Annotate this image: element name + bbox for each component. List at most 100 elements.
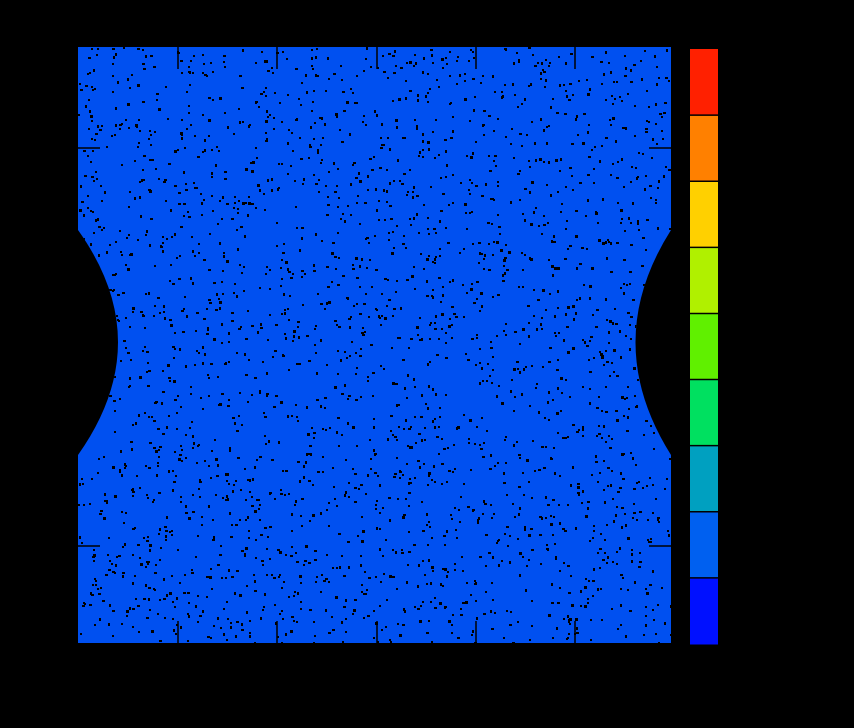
- defect-pixel: [555, 556, 557, 558]
- defect-pixel: [185, 434, 187, 436]
- defect-pixel: [546, 544, 548, 546]
- defect-pixel: [348, 566, 350, 569]
- defect-pixel: [567, 637, 569, 639]
- defect-pixel: [139, 130, 141, 132]
- defect-pixel: [81, 478, 83, 480]
- defect-pixel: [337, 284, 340, 286]
- defect-pixel: [562, 437, 565, 439]
- defect-pixel: [406, 581, 408, 584]
- defect-pixel: [347, 541, 350, 543]
- defect-pixel: [569, 396, 571, 398]
- defect-pixel: [293, 330, 296, 333]
- defect-pixel: [306, 91, 308, 94]
- defect-pixel: [140, 563, 143, 566]
- defect-pixel: [271, 67, 273, 69]
- defect-pixel: [476, 337, 478, 339]
- defect-pixel: [585, 515, 588, 518]
- defect-pixel: [441, 483, 443, 485]
- defect-pixel: [630, 69, 632, 72]
- defect-pixel: [416, 213, 418, 216]
- defect-pixel: [607, 239, 609, 241]
- defect-pixel: [406, 397, 408, 399]
- defect-pixel: [248, 537, 250, 539]
- defect-pixel: [645, 131, 648, 133]
- defect-pixel: [434, 262, 436, 264]
- defect-pixel: [645, 128, 648, 130]
- defect-pixel: [134, 527, 136, 529]
- defect-pixel: [81, 542, 83, 544]
- defect-pixel: [514, 94, 516, 96]
- defect-pixel: [153, 66, 156, 68]
- defect-pixel: [521, 145, 523, 147]
- defect-pixel: [262, 609, 264, 611]
- defect-pixel: [159, 559, 161, 561]
- defect-pixel: [80, 633, 82, 635]
- defect-pixel: [345, 599, 347, 602]
- defect-pixel: [320, 144, 322, 146]
- defect-pixel: [340, 359, 342, 362]
- defect-pixel: [442, 585, 444, 587]
- defect-pixel: [408, 531, 410, 533]
- defect-pixel: [214, 439, 216, 441]
- defect-pixel: [300, 601, 302, 603]
- defect-pixel: [197, 445, 199, 447]
- defect-pixel: [178, 278, 181, 280]
- defect-pixel: [442, 193, 445, 195]
- defect-pixel: [596, 407, 599, 409]
- defect-pixel: [237, 212, 239, 214]
- defect-pixel: [321, 159, 323, 161]
- defect-pixel: [168, 163, 171, 165]
- defect-pixel: [517, 538, 519, 540]
- defect-pixel: [337, 350, 339, 352]
- defect-pixel: [505, 323, 507, 325]
- defect-pixel: [291, 415, 293, 417]
- defect-pixel: [407, 191, 409, 193]
- defect-pixel: [90, 243, 92, 246]
- defect-pixel: [165, 530, 168, 532]
- defect-pixel: [311, 110, 313, 112]
- defect-pixel: [600, 61, 603, 63]
- defect-pixel: [518, 513, 520, 516]
- defect-pixel: [647, 519, 649, 521]
- defect-pixel: [502, 280, 505, 282]
- defect-pixel: [476, 334, 478, 336]
- defect-pixel: [241, 629, 244, 631]
- defect-pixel: [500, 249, 503, 252]
- defect-pixel: [324, 123, 326, 126]
- defect-pixel: [164, 317, 166, 320]
- defect-pixel: [365, 238, 367, 240]
- defect-pixel: [633, 503, 635, 505]
- defect-pixel: [423, 204, 425, 206]
- defect-pixel: [267, 70, 270, 72]
- defect-pixel: [95, 219, 97, 222]
- defect-pixel: [372, 395, 374, 397]
- defect-pixel: [272, 356, 274, 358]
- defect-pixel: [156, 93, 159, 95]
- defect-pixel: [638, 481, 640, 483]
- defect-pixel: [384, 278, 387, 280]
- defect-pixel: [565, 313, 567, 316]
- defect-pixel: [379, 484, 381, 487]
- defect-pixel: [211, 195, 213, 197]
- defect-pixel: [664, 488, 666, 490]
- defect-pixel: [454, 563, 456, 565]
- defect-pixel: [130, 359, 132, 361]
- defect-pixel: [405, 247, 407, 249]
- defect-pixel: [524, 254, 526, 256]
- defect-pixel: [479, 444, 481, 446]
- defect-pixel: [367, 189, 369, 191]
- defect-pixel: [374, 110, 376, 113]
- defect-pixel: [150, 55, 153, 57]
- defect-pixel: [595, 326, 598, 328]
- defect-pixel: [427, 484, 429, 486]
- defect-pixel: [428, 521, 430, 523]
- defect-pixel: [625, 67, 627, 70]
- defect-pixel: [341, 434, 343, 436]
- defect-pixel: [278, 576, 280, 578]
- defect-pixel: [91, 86, 93, 88]
- defect-pixel: [245, 499, 247, 501]
- defect-pixel: [221, 342, 223, 344]
- defect-pixel: [664, 622, 666, 625]
- defect-pixel: [554, 543, 556, 545]
- defect-pixel: [257, 184, 260, 187]
